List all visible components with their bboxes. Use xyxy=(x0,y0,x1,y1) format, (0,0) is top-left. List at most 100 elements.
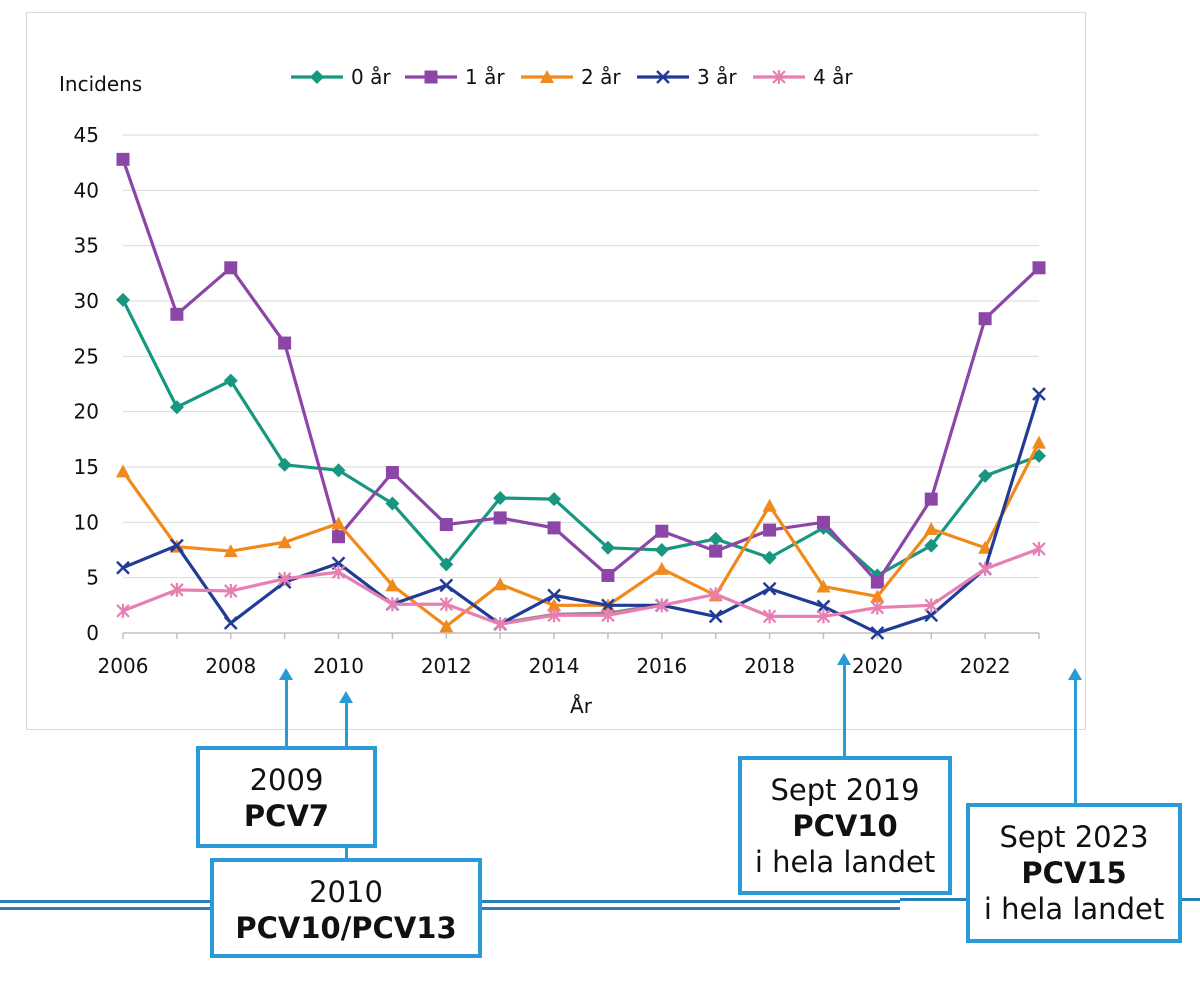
data-point xyxy=(223,373,238,388)
callout-pcv15: Sept 2023 PCV15 i hela landet xyxy=(966,803,1182,943)
data-point xyxy=(547,608,561,623)
callout-sub: i hela landet xyxy=(754,845,936,879)
marker-shape xyxy=(924,538,939,553)
marker-shape xyxy=(331,463,346,478)
data-point xyxy=(1032,261,1046,275)
marker-shape xyxy=(540,70,554,83)
data-point xyxy=(924,521,939,535)
marker-shape xyxy=(224,261,238,275)
data-point xyxy=(493,577,508,591)
data-point xyxy=(870,575,884,589)
marker-shape xyxy=(978,540,993,554)
y-tick-label: 15 xyxy=(74,455,99,479)
x-tick-label: 2022 xyxy=(960,654,1011,678)
marker-shape xyxy=(601,598,615,613)
data-point xyxy=(924,538,939,553)
marker-shape xyxy=(654,543,669,557)
marker-shape xyxy=(169,538,184,553)
callout-vaccine: PCV10/PCV13 xyxy=(235,911,457,945)
x-tick-label: 2008 xyxy=(205,654,256,678)
chart-panel: 0 5 10 15 20 25 30 35 40 45 2006 2008 2010 2012 2014 20… xyxy=(26,12,1086,730)
data-point xyxy=(762,550,777,565)
marker-shape xyxy=(870,626,885,640)
data-point xyxy=(439,578,454,593)
x-tick-label: 2014 xyxy=(529,654,580,678)
y-tick-label: 35 xyxy=(74,234,99,258)
data-point xyxy=(116,292,130,307)
marker-shape xyxy=(763,523,777,537)
marker-shape xyxy=(223,544,238,558)
marker-shape xyxy=(170,307,184,321)
data-point xyxy=(708,587,723,602)
marker-shape xyxy=(655,524,669,538)
legend-label: 0 år xyxy=(351,65,391,89)
x-tick-label: 2016 xyxy=(636,654,687,678)
legend-marker xyxy=(310,70,324,84)
data-point xyxy=(601,608,615,623)
data-point xyxy=(600,540,615,555)
marker-shape xyxy=(223,616,238,630)
data-point xyxy=(547,598,562,612)
data-point xyxy=(547,521,561,535)
x-tick-label: 2018 xyxy=(744,654,795,678)
data-point xyxy=(654,561,669,575)
data-point xyxy=(332,530,346,544)
x-tick-label: 2010 xyxy=(313,654,364,678)
callout-year: 2010 xyxy=(309,875,383,909)
data-point xyxy=(385,466,399,480)
data-point xyxy=(331,463,346,478)
callout-pcv10-pcv13: 2010 PCV10/PCV13 xyxy=(210,858,482,958)
legend-item: 4 år xyxy=(753,65,853,89)
marker-shape xyxy=(709,544,723,558)
series-line-1 xyxy=(121,158,1041,584)
data-point xyxy=(547,492,562,507)
marker-shape xyxy=(708,531,723,546)
data-point xyxy=(223,583,238,598)
data-point xyxy=(1032,435,1046,449)
data-point xyxy=(116,464,130,478)
data-point xyxy=(223,616,238,630)
legend-item: 1 år xyxy=(405,65,505,89)
data-point xyxy=(816,599,831,614)
marker-shape xyxy=(1032,435,1046,449)
marker-shape xyxy=(116,292,130,307)
data-point xyxy=(224,261,238,275)
series-line-4 xyxy=(122,547,1040,626)
data-point xyxy=(278,336,292,350)
marker-shape xyxy=(816,599,831,614)
data-point xyxy=(116,560,130,575)
marker-shape xyxy=(424,70,438,84)
data-point xyxy=(223,544,238,558)
data-point xyxy=(493,617,507,632)
marker-shape xyxy=(277,457,292,472)
y-tick-label: 25 xyxy=(74,344,99,368)
data-point xyxy=(1032,541,1046,556)
y-tick-label: 10 xyxy=(74,510,99,534)
data-point xyxy=(924,598,939,613)
legend-item: 3 år xyxy=(637,65,737,89)
callout-sub: i hela landet xyxy=(983,892,1165,926)
y-tick-label: 20 xyxy=(74,400,99,424)
legend-label: 2 år xyxy=(581,65,621,89)
callout-pcv7: 2009 PCV7 xyxy=(196,746,377,848)
data-point xyxy=(439,597,454,612)
legend-item: 0 år xyxy=(291,65,391,89)
data-point xyxy=(493,490,508,505)
data-point xyxy=(870,589,885,603)
callout-year: Sept 2023 xyxy=(999,820,1149,854)
data-point xyxy=(816,609,831,624)
data-point xyxy=(654,543,669,557)
data-point xyxy=(331,565,346,580)
data-point xyxy=(762,609,777,624)
marker-shape xyxy=(924,521,939,535)
data-point xyxy=(170,582,184,597)
data-point xyxy=(169,400,184,415)
data-point xyxy=(601,568,615,582)
data-point xyxy=(655,524,669,538)
data-point xyxy=(978,468,993,483)
data-point xyxy=(708,531,723,546)
series-line-2 xyxy=(121,441,1041,628)
marker-shape xyxy=(601,568,615,582)
legend-marker xyxy=(424,70,438,84)
marker-shape xyxy=(762,550,777,565)
